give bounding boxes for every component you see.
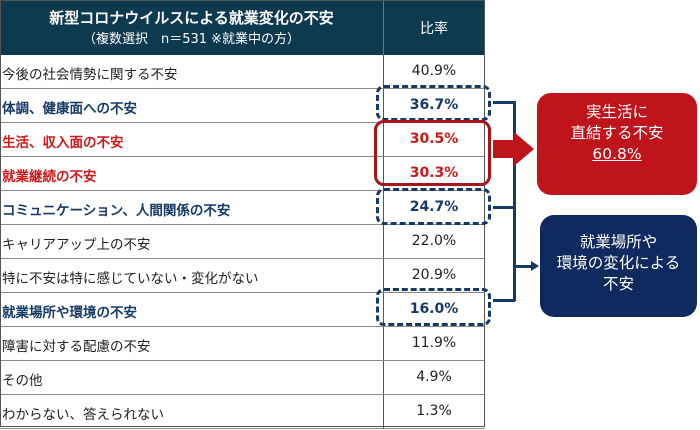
callout-percentage: 60.8% — [592, 145, 642, 163]
row-label: キャリアアップ上の不安 — [2, 237, 151, 253]
arrow-right-icon — [531, 261, 539, 271]
row-label: わからない、答えられない — [2, 407, 164, 423]
callout-text: 環境の変化による — [556, 254, 681, 272]
column-divider — [383, 361, 384, 394]
connector-line — [493, 101, 515, 104]
table-header: 新型コロナウイルスによる就業変化の不安 （複数選択 n＝531 ※就業中の方） … — [0, 0, 485, 55]
table-row: 今後の社会情勢に関する不安 40.9% — [0, 55, 485, 89]
column-divider — [383, 157, 384, 190]
table-row: わからない、答えられない 1.3% — [0, 395, 485, 429]
connector-line — [493, 299, 515, 302]
highlight-dashed-communication — [376, 188, 491, 225]
row-value: 1.3% — [416, 403, 452, 419]
table-row: 障害に対する配慮の不安 11.9% — [0, 327, 485, 361]
connector-line — [515, 265, 533, 268]
highlight-red-living — [374, 120, 491, 186]
callout-text: 就業場所や — [579, 233, 658, 251]
table-row: キャリアアップ上の不安 22.0% — [0, 225, 485, 259]
table-row: 就業継続の不安 30.3% — [0, 157, 485, 191]
row-value: 40.9% — [411, 63, 457, 79]
row-value: 36.7% — [409, 97, 459, 113]
row-value: 16.0% — [409, 301, 459, 317]
row-value: 4.9% — [416, 369, 452, 385]
highlight-dashed-health — [376, 85, 491, 121]
row-label: 就業継続の不安 — [2, 169, 97, 185]
row-label: コミュニケーション、人間関係の不安 — [2, 203, 231, 219]
row-value: 24.7% — [409, 199, 459, 215]
column-divider — [383, 225, 384, 258]
column-divider — [383, 89, 384, 122]
table-row: 特に不安は特に感じていない・変化がない 20.9% — [0, 259, 485, 293]
table-row: 就業場所や環境の不安 16.0% — [0, 293, 485, 327]
bracket-line — [513, 101, 516, 301]
row-label: 障害に対する配慮の不安 — [2, 339, 151, 355]
row-value: 22.0% — [411, 233, 457, 249]
callout-living-anxiety: 実生活に 直結する不安 60.8% — [537, 93, 697, 195]
table-subtitle: （複数選択 n＝531 ※就業中の方） — [82, 32, 301, 47]
connector-line — [493, 206, 515, 209]
row-value: 11.9% — [411, 335, 457, 351]
rate-column-header: 比率 — [420, 21, 448, 37]
column-divider — [383, 327, 384, 360]
row-label: その他 — [2, 373, 43, 389]
callout-text: 実生活に — [585, 103, 648, 121]
row-label: 就業場所や環境の不安 — [2, 305, 137, 321]
callout-text: 不安 — [602, 275, 634, 293]
row-value: 20.9% — [411, 267, 457, 283]
table-row: 生活、収入面の不安 30.5% — [0, 123, 485, 157]
table-row: その他 4.9% — [0, 361, 485, 395]
column-divider — [383, 293, 384, 326]
callout-workplace-anxiety: 就業場所や 環境の変化による 不安 — [540, 215, 697, 317]
highlight-dashed-workplace — [376, 288, 491, 326]
table-row: コミュニケーション、人間関係の不安 24.7% — [0, 191, 485, 225]
row-value: 30.3% — [409, 165, 459, 181]
table-title: 新型コロナウイルスによる就業変化の不安 — [49, 9, 334, 27]
column-divider — [383, 123, 384, 156]
row-label: 体調、健康面への不安 — [2, 101, 137, 117]
column-divider — [383, 395, 384, 428]
column-divider — [383, 55, 384, 88]
row-label: 生活、収入面の不安 — [2, 135, 124, 151]
column-divider — [383, 191, 384, 224]
row-label: 特に不安は特に感じていない・変化がない — [2, 271, 259, 287]
row-value: 30.5% — [409, 131, 459, 147]
arrow-right-icon — [514, 132, 534, 166]
row-label: 今後の社会情勢に関する不安 — [2, 67, 178, 83]
callout-text: 直結する不安 — [570, 124, 664, 142]
table-row: 体調、健康面への不安 36.7% — [0, 89, 485, 123]
column-divider — [383, 259, 384, 292]
header-divider — [383, 0, 384, 55]
red-arrow-shaft — [493, 140, 515, 158]
